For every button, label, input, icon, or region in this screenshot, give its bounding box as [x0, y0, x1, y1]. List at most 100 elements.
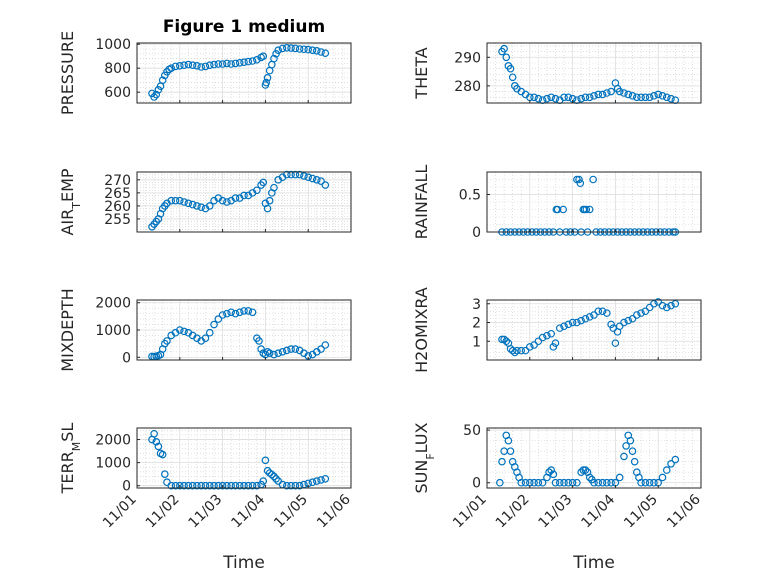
- data-point: [223, 481, 231, 490]
- y-tick-label: 255: [104, 212, 131, 228]
- data-point: [321, 181, 330, 189]
- data-point: [278, 348, 287, 356]
- y-tick-label: 0: [472, 476, 481, 492]
- axes-box: [486, 299, 702, 361]
- y-axis-label: H2OMIXRA: [412, 287, 431, 373]
- data-point: [171, 481, 180, 490]
- y-tick-label: 290: [454, 50, 481, 66]
- y-tick-label: 1000: [95, 37, 131, 53]
- data-point: [637, 309, 645, 317]
- y-tick-label: 3: [472, 297, 481, 313]
- data-point: [607, 87, 615, 96]
- data-point: [650, 92, 658, 100]
- subplot-6: 1 2 3 H2OMIXRA: [412, 287, 702, 373]
- data-point: [598, 90, 607, 99]
- data-point: [615, 473, 624, 482]
- data-point: [161, 470, 169, 478]
- data-point: [240, 481, 248, 490]
- data-point: [504, 436, 513, 445]
- data-point: [521, 478, 530, 487]
- data-point: [645, 303, 654, 312]
- data-point: [214, 315, 223, 323]
- data-point: [261, 456, 270, 465]
- data-point: [615, 322, 624, 331]
- data-point: [577, 94, 585, 103]
- data-point: [184, 60, 193, 69]
- data-point: [193, 481, 201, 490]
- data-point: [564, 320, 573, 329]
- data-point: [270, 183, 278, 192]
- data-point: [218, 196, 227, 205]
- data-point: [538, 478, 547, 487]
- data-point: [193, 202, 201, 210]
- data-point: [214, 481, 223, 490]
- data-point: [255, 337, 263, 345]
- data-point: [304, 45, 313, 54]
- data-point: [150, 93, 158, 101]
- data-point: [291, 481, 300, 490]
- chart-title: Figure 1 medium: [163, 17, 325, 37]
- data-point: [538, 333, 547, 342]
- y-tick-label: 800: [104, 61, 131, 77]
- data-point: [637, 93, 645, 102]
- data-point: [253, 186, 261, 195]
- data-point: [262, 78, 271, 87]
- data-point: [240, 307, 248, 315]
- data-point: [582, 205, 591, 214]
- data-point: [611, 339, 620, 347]
- data-point: [667, 94, 675, 103]
- data-point: [308, 174, 317, 183]
- data-point: [662, 466, 671, 474]
- data-point: [287, 481, 295, 490]
- data-point: [620, 89, 628, 97]
- data-point: [231, 59, 240, 68]
- data-point: [641, 93, 650, 102]
- data-point: [590, 478, 598, 487]
- data-point: [549, 470, 558, 479]
- y-tick-label: 260: [104, 199, 131, 215]
- data-point: [521, 346, 530, 355]
- data-series: [148, 43, 330, 101]
- axes-background: [137, 43, 351, 103]
- data-point: [257, 345, 265, 353]
- data-point: [560, 478, 568, 487]
- data-point: [223, 59, 231, 68]
- y-axis-label: PRESSURE: [58, 31, 77, 115]
- y-axis-label: THETA: [412, 47, 431, 99]
- data-point: [188, 200, 197, 209]
- x-axis-label: Time: [572, 553, 615, 573]
- data-point: [622, 442, 630, 450]
- data-point: [253, 481, 261, 490]
- data-point: [564, 478, 573, 487]
- data-point: [496, 478, 504, 487]
- axes-box: [486, 171, 702, 233]
- data-point: [240, 58, 248, 67]
- data-point: [650, 478, 658, 487]
- data-point: [620, 318, 628, 327]
- data-point: [152, 438, 161, 446]
- data-point: [308, 46, 317, 55]
- data-point: [295, 481, 304, 490]
- data-point: [585, 313, 594, 321]
- axes-box: [486, 427, 702, 489]
- data-point: [180, 327, 188, 336]
- data-point: [585, 473, 594, 482]
- data-point: [188, 481, 197, 490]
- data-point: [259, 52, 268, 61]
- data-point: [180, 481, 188, 490]
- axes-background: [487, 172, 701, 232]
- data-point: [500, 44, 508, 53]
- axes-box: [136, 427, 352, 489]
- data-point: [620, 452, 628, 461]
- data-point: [210, 481, 218, 490]
- data-point: [295, 45, 304, 53]
- data-series: [148, 429, 330, 490]
- data-point: [594, 90, 603, 99]
- data-point: [658, 301, 667, 310]
- data-point: [300, 45, 308, 54]
- data-point: [272, 474, 280, 483]
- data-point: [498, 457, 506, 466]
- data-point: [517, 346, 526, 355]
- data-series: [498, 44, 680, 104]
- data-series: [496, 431, 680, 487]
